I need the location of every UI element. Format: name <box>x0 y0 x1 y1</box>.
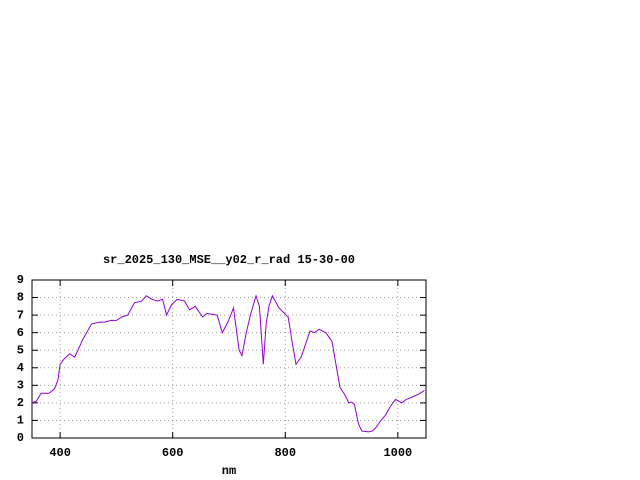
x-tick-label: 400 <box>49 446 71 460</box>
x-axis-label: nm <box>222 464 236 478</box>
y-tick-label: 7 <box>17 308 24 322</box>
y-tick-label: 9 <box>17 273 24 287</box>
y-tick-label: 5 <box>17 343 24 357</box>
y-tick-label: 6 <box>17 326 24 340</box>
plot-frame <box>31 279 427 439</box>
x-tick-label: 800 <box>274 446 296 460</box>
y-tick-label: 4 <box>17 361 24 375</box>
chart-title: sr_2025_130_MSE__y02_r_rad 15-30-00 <box>103 253 355 267</box>
data-line <box>31 294 425 433</box>
y-tick-label: 3 <box>17 379 24 393</box>
x-tick-label: 600 <box>162 446 184 460</box>
x-tick-label: 1000 <box>383 446 412 460</box>
y-tick-label: 8 <box>17 291 24 305</box>
y-tick-label: 1 <box>17 414 24 428</box>
y-tick-label: 2 <box>17 396 24 410</box>
y-tick-label: 0 <box>17 431 24 445</box>
